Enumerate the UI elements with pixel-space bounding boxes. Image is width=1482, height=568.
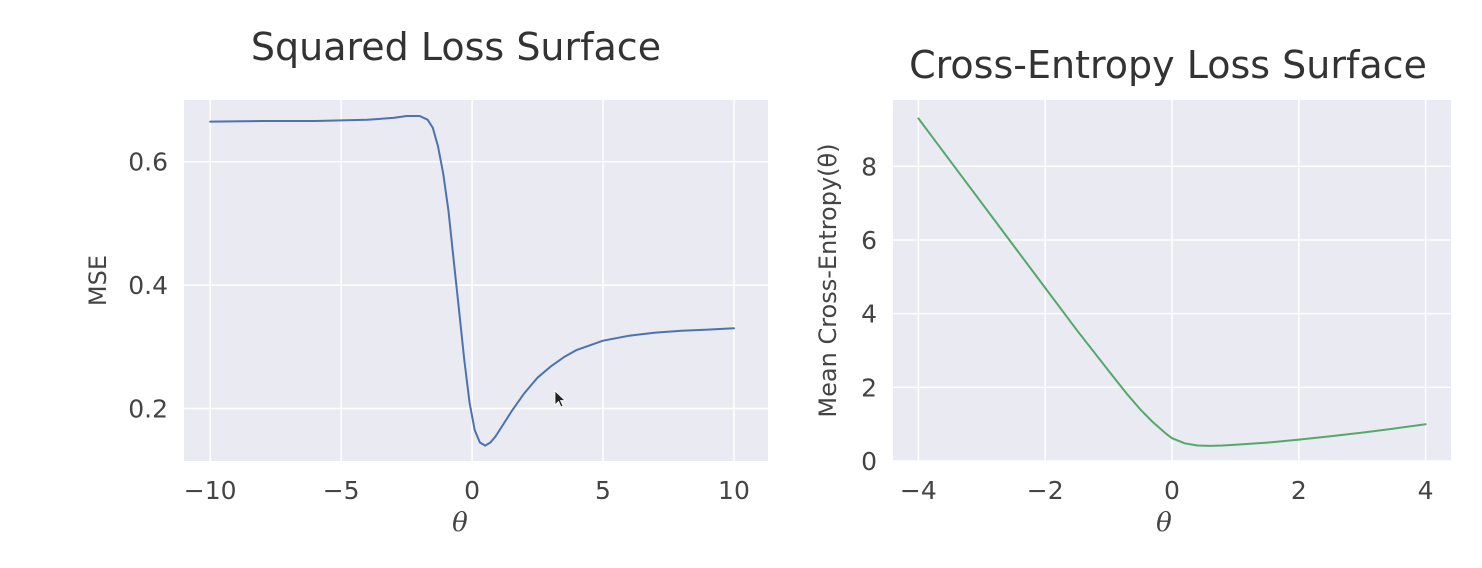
y-tick-label: 4 xyxy=(861,300,877,329)
y-tick-label: 0.4 xyxy=(128,271,168,300)
y-tick-label: 2 xyxy=(861,373,877,402)
x-tick-label: 0 xyxy=(1164,476,1180,505)
chart-title: Cross-Entropy Loss Surface xyxy=(909,43,1427,87)
plot-area xyxy=(184,100,768,461)
y-tick-label: 0 xyxy=(861,447,877,476)
x-tick-label: −5 xyxy=(323,476,360,505)
x-tick-label: −4 xyxy=(900,476,937,505)
x-tick-label: 5 xyxy=(595,476,611,505)
x-tick-label: 10 xyxy=(718,476,750,505)
x-axis-label: θ xyxy=(452,508,468,538)
x-tick-label: 2 xyxy=(1291,476,1307,505)
y-tick-label: 6 xyxy=(861,226,877,255)
chart-2: −4 −2 0 2 4 0 2 4 6 8 Cross-Entropy Loss Surface θ M… xyxy=(814,43,1451,538)
series-line xyxy=(209,115,735,447)
x-tick-label: −2 xyxy=(1027,476,1064,505)
y-axis-label: MSE xyxy=(84,255,112,306)
mouse-cursor-icon xyxy=(554,390,567,408)
y-axis-label: Mean Cross-Entropy(θ) xyxy=(814,143,842,417)
chart-1: −10 −5 0 5 10 0.2 0.4 0.6 Squared Loss Surface θ M… xyxy=(84,25,768,538)
x-axis-label: θ xyxy=(1156,508,1172,538)
x-tick-label: 4 xyxy=(1418,476,1434,505)
y-tick-label: 0.6 xyxy=(128,148,168,177)
y-tick-label: 0.2 xyxy=(128,395,168,424)
x-tick-label: 0 xyxy=(464,476,480,505)
y-tick-label: 8 xyxy=(861,152,877,181)
chart-title: Squared Loss Surface xyxy=(251,25,661,69)
x-tick-label: −10 xyxy=(184,476,237,505)
series-line xyxy=(917,117,1427,447)
